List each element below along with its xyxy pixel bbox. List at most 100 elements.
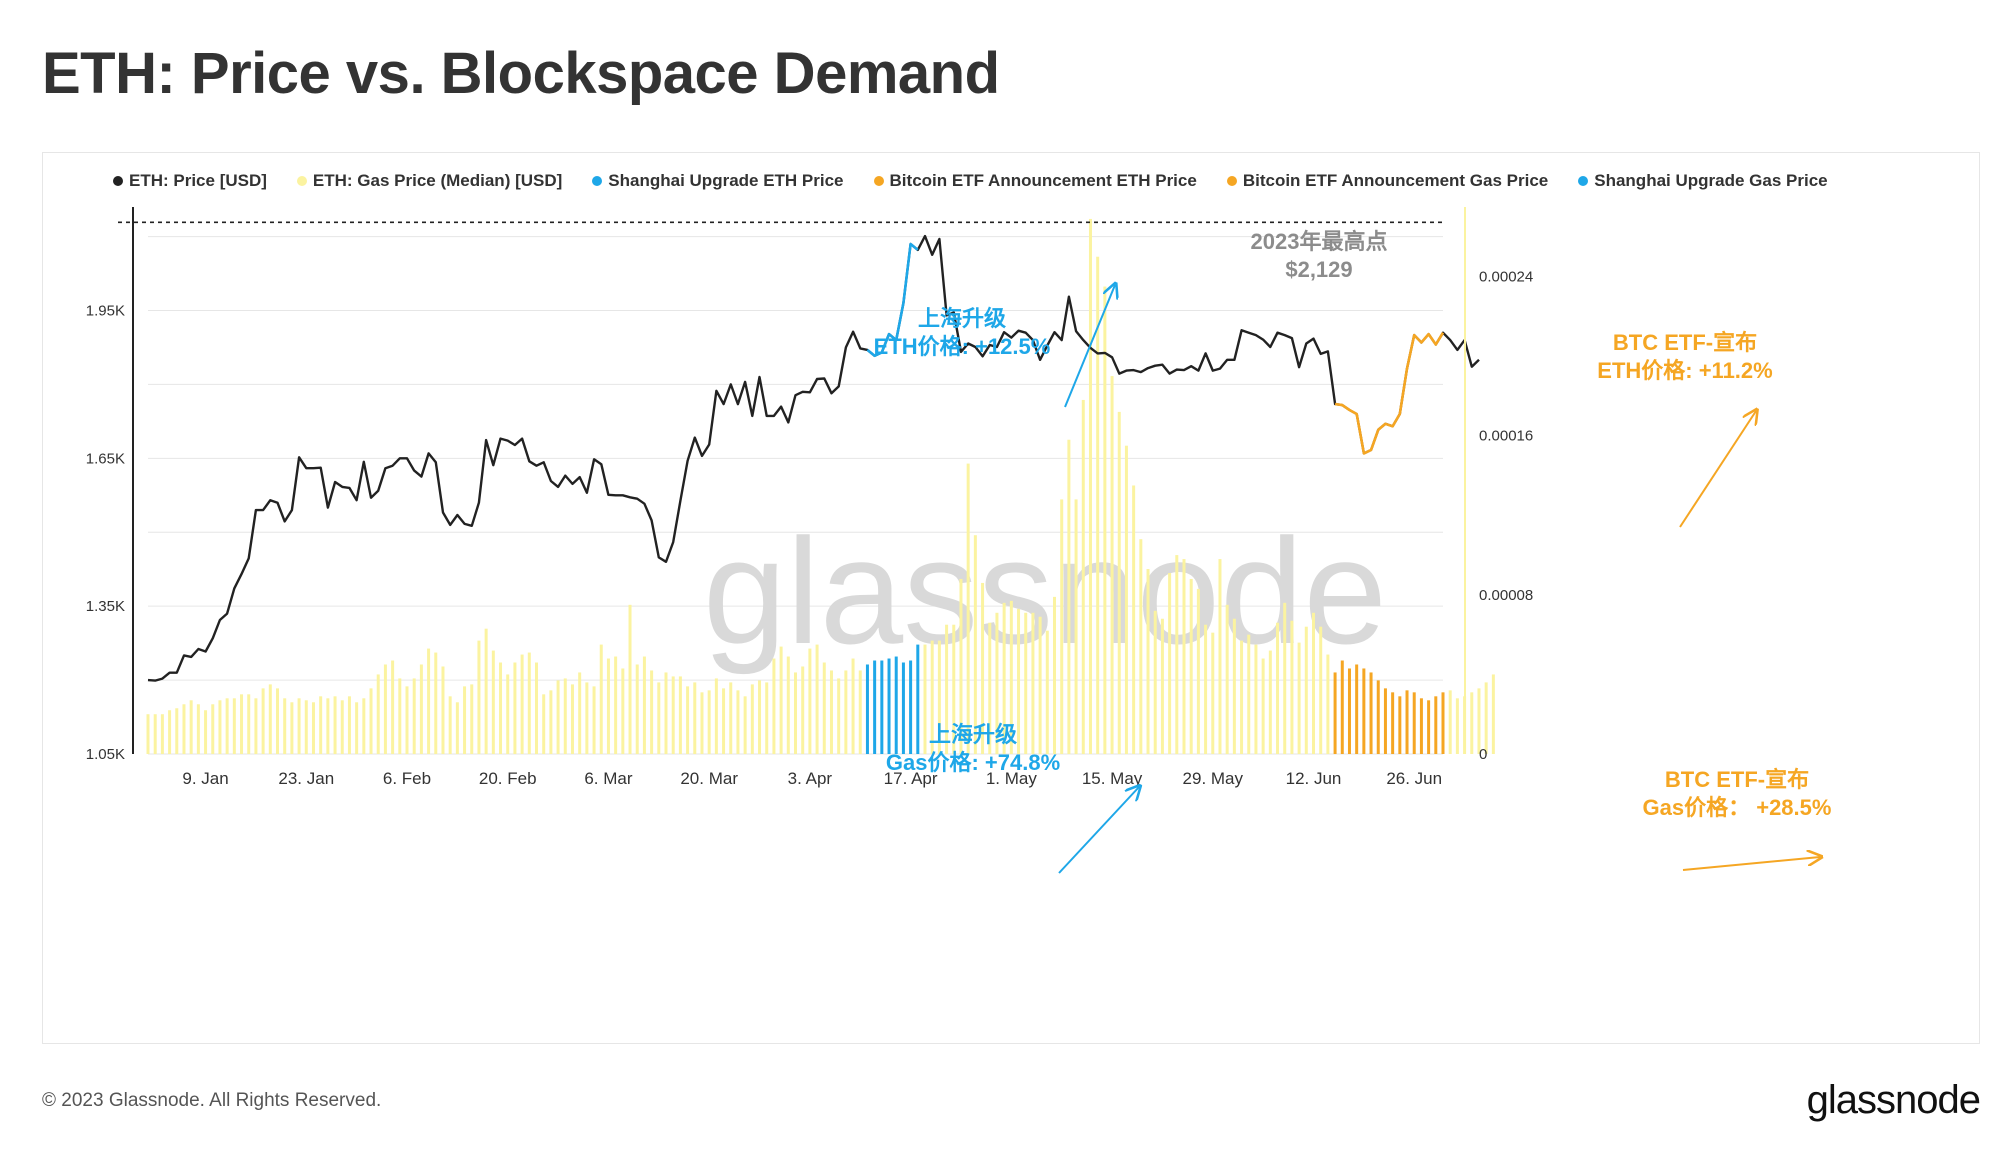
gas-bar	[168, 710, 172, 754]
gas-bar	[419, 664, 423, 754]
gas-bar	[412, 678, 416, 754]
gas-bar	[606, 658, 610, 754]
gas-bar	[391, 660, 395, 754]
gas-bar	[959, 578, 963, 754]
chart-legend: ETH: Price [USD] ETH: Gas Price (Median)…	[113, 171, 1828, 191]
gas-bar	[1002, 602, 1006, 754]
gas-bar	[1153, 610, 1157, 754]
gas-bar	[1067, 439, 1071, 754]
gas-bar	[909, 660, 913, 754]
gas-bar	[1434, 696, 1438, 754]
gas-bar	[1182, 559, 1186, 754]
brand-logo: glassnode	[1806, 1078, 1981, 1122]
gas-bar	[254, 698, 258, 754]
gas-bar	[671, 676, 675, 754]
gas-bar	[1398, 696, 1402, 754]
chart-panel: ETH: Price [USD] ETH: Gas Price (Median)…	[42, 152, 1980, 1044]
gas-bar	[283, 698, 287, 754]
gas-bar	[614, 656, 618, 754]
gas-bar	[945, 624, 949, 754]
y-right-tick-label: 0	[1479, 746, 1487, 763]
gas-bar	[383, 664, 387, 754]
gas-bar	[621, 668, 625, 754]
gas-bar	[311, 702, 315, 754]
gas-bar	[1419, 698, 1423, 754]
ath-label-line2: $2,129	[1285, 257, 1352, 282]
gas-bar	[916, 644, 920, 754]
gas-bar	[1240, 640, 1244, 754]
gas-bar	[750, 684, 754, 754]
gas-bar	[1247, 634, 1251, 754]
gas-bar	[232, 698, 236, 754]
gas-bar	[628, 604, 632, 754]
legend-item-eth-price[interactable]: ETH: Price [USD]	[113, 171, 267, 191]
gas-bar	[1369, 672, 1373, 754]
gas-bar	[160, 714, 164, 754]
gas-bar	[815, 644, 819, 754]
gas-bar	[1088, 218, 1092, 754]
gas-bar	[376, 674, 380, 754]
legend-item-btc-etf-gas[interactable]: Bitcoin ETF Announcement Gas Price	[1226, 171, 1548, 191]
gas-bar	[801, 666, 805, 754]
x-tick-label: 12. Jun	[1286, 769, 1342, 788]
gas-bar	[570, 684, 574, 754]
gas-bar	[1268, 650, 1272, 754]
gas-bar	[1074, 499, 1078, 754]
gas-bar	[1081, 399, 1085, 754]
gas-bar	[405, 686, 409, 754]
shanghai-gas-arrow-icon	[1058, 787, 1139, 874]
x-tick-label: 6. Mar	[584, 769, 633, 788]
gas-bar	[434, 652, 438, 754]
gas-bar	[1139, 539, 1143, 754]
gas-bar	[347, 696, 351, 754]
gas-bar	[880, 660, 884, 754]
gas-bar	[901, 662, 905, 754]
gas-bar	[535, 662, 538, 754]
gas-bar	[1333, 672, 1337, 754]
gas-bar	[988, 622, 992, 754]
gas-bar	[362, 698, 366, 754]
gas-bar	[1376, 680, 1380, 754]
gas-bar	[1146, 569, 1150, 754]
gas-bar	[592, 686, 596, 754]
gas-bar	[844, 670, 848, 754]
gas-bar	[340, 700, 344, 754]
gas-bar	[290, 702, 294, 754]
gas-bar	[1441, 692, 1445, 754]
gas-bar	[973, 535, 977, 754]
gas-bar	[276, 688, 279, 754]
gas-bar	[1225, 604, 1229, 754]
gas-bar	[304, 700, 308, 754]
x-tick-label: 20. Feb	[479, 769, 537, 788]
legend-item-shanghai-eth[interactable]: Shanghai Upgrade ETH Price	[592, 171, 844, 191]
gas-bar	[729, 682, 733, 754]
legend-item-shanghai-gas[interactable]: Shanghai Upgrade Gas Price	[1578, 171, 1828, 191]
x-tick-label: 29. May	[1183, 769, 1244, 788]
x-tick-label: 23. Jan	[278, 769, 334, 788]
legend-item-gas-price[interactable]: ETH: Gas Price (Median) [USD]	[296, 171, 562, 191]
gas-bar	[520, 654, 524, 754]
gas-bar	[858, 670, 862, 754]
x-tick-label: 26. Jun	[1386, 769, 1442, 788]
gas-bar	[1391, 692, 1395, 754]
shanghai-eth-label-1: 上海升级	[918, 306, 1006, 331]
gas-bar	[822, 662, 826, 754]
gas-bar	[1189, 578, 1193, 754]
shanghai-eth-arrow-icon	[1064, 285, 1115, 408]
legend-item-btc-etf-eth[interactable]: Bitcoin ETF Announcement ETH Price	[873, 171, 1197, 191]
gas-bar	[153, 714, 157, 754]
gas-bar	[722, 688, 726, 754]
gas-bar	[657, 682, 661, 754]
gas-bar	[952, 624, 956, 754]
gas-bar	[182, 704, 186, 754]
gas-bar	[1096, 256, 1100, 754]
gas-bar	[772, 658, 776, 754]
gas-bar	[1017, 608, 1021, 754]
page-title: ETH: Price vs. Blockspace Demand	[42, 41, 1000, 106]
gas-bar	[477, 640, 481, 754]
legend-dot-icon	[1226, 176, 1237, 186]
gas-bar	[484, 628, 488, 754]
gas-bar	[1232, 618, 1236, 754]
gas-bar	[556, 680, 560, 754]
chart-plot: glassnode 1.05K1.35K1.65K1.95K00.000080.…	[86, 207, 1831, 874]
